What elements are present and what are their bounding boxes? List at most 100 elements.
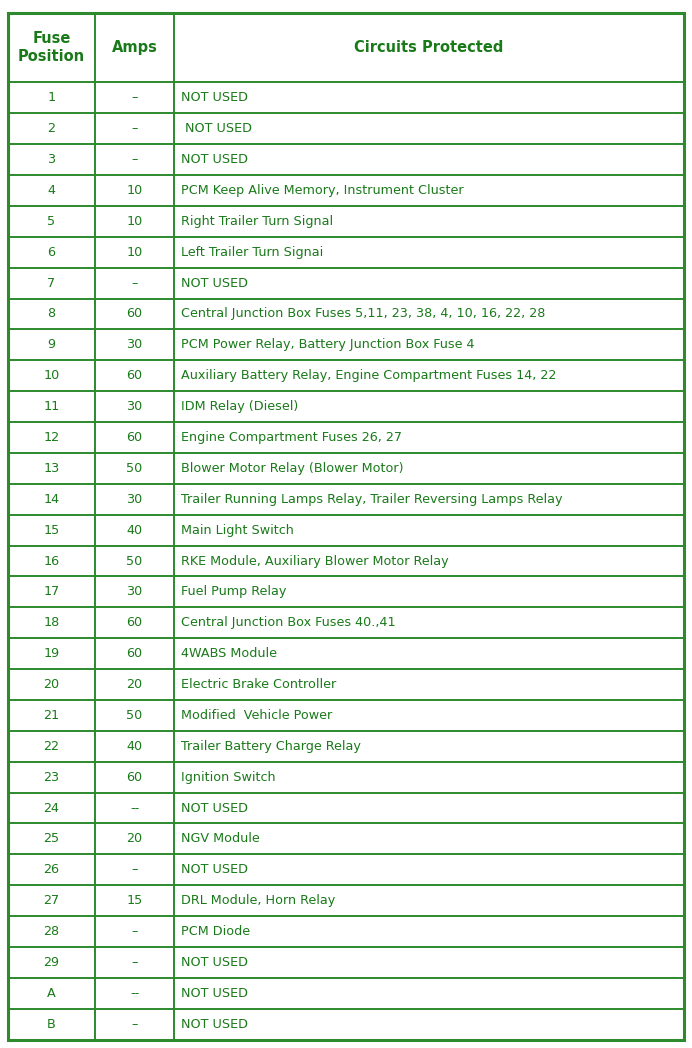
- Text: –: –: [131, 925, 138, 938]
- Text: Left Trailer Turn Signai: Left Trailer Turn Signai: [181, 245, 324, 259]
- Bar: [174, 576, 684, 608]
- Bar: [8, 854, 95, 886]
- Text: 60: 60: [127, 431, 143, 444]
- Bar: [95, 886, 174, 916]
- Text: NOT USED: NOT USED: [181, 864, 248, 876]
- Bar: [174, 484, 684, 515]
- Text: 10: 10: [127, 245, 143, 259]
- Bar: [174, 299, 684, 329]
- Text: 11: 11: [44, 400, 60, 413]
- Bar: [95, 576, 174, 608]
- Bar: [8, 762, 95, 792]
- Bar: [8, 546, 95, 576]
- Bar: [174, 824, 684, 854]
- Bar: [174, 608, 684, 638]
- Bar: [8, 361, 95, 391]
- Text: Electric Brake Controller: Electric Brake Controller: [181, 678, 336, 691]
- Text: 12: 12: [44, 431, 60, 444]
- Bar: [95, 237, 174, 267]
- Text: –: –: [131, 1018, 138, 1030]
- Bar: [8, 824, 95, 854]
- Bar: [174, 978, 684, 1009]
- Text: 27: 27: [44, 894, 60, 908]
- Text: PCM Diode: PCM Diode: [181, 925, 251, 938]
- Bar: [95, 700, 174, 730]
- Text: 60: 60: [127, 770, 143, 784]
- Text: 15: 15: [44, 524, 60, 537]
- Text: 10: 10: [127, 215, 143, 227]
- Bar: [8, 145, 95, 175]
- Bar: [95, 205, 174, 237]
- Bar: [95, 299, 174, 329]
- Bar: [95, 1009, 174, 1040]
- Bar: [95, 792, 174, 824]
- Bar: [8, 1009, 95, 1040]
- Bar: [95, 947, 174, 978]
- Text: –: –: [131, 123, 138, 135]
- Bar: [174, 237, 684, 267]
- Bar: [95, 730, 174, 762]
- Text: 24: 24: [44, 802, 60, 814]
- Bar: [174, 762, 684, 792]
- Text: PCM Keep Alive Memory, Instrument Cluster: PCM Keep Alive Memory, Instrument Cluste…: [181, 184, 464, 197]
- Text: 8: 8: [48, 307, 55, 321]
- Text: 13: 13: [44, 462, 60, 475]
- Bar: [95, 916, 174, 947]
- Text: 1: 1: [48, 91, 55, 105]
- Text: 30: 30: [127, 339, 143, 351]
- Bar: [174, 113, 684, 145]
- Bar: [174, 916, 684, 947]
- Text: Auxiliary Battery Relay, Engine Compartment Fuses 14, 22: Auxiliary Battery Relay, Engine Compartm…: [181, 369, 557, 383]
- Bar: [8, 792, 95, 824]
- Text: NOT USED: NOT USED: [181, 802, 248, 814]
- Bar: [8, 730, 95, 762]
- Bar: [174, 13, 684, 83]
- Text: 60: 60: [127, 648, 143, 660]
- Bar: [95, 267, 174, 299]
- Text: NGV Module: NGV Module: [181, 832, 260, 846]
- Bar: [95, 978, 174, 1009]
- Bar: [8, 608, 95, 638]
- Text: NOT USED: NOT USED: [181, 277, 248, 289]
- Text: 19: 19: [44, 648, 60, 660]
- Text: Circuits Protected: Circuits Protected: [354, 40, 504, 54]
- Bar: [8, 113, 95, 145]
- Text: 4: 4: [48, 184, 55, 197]
- Bar: [174, 145, 684, 175]
- Text: –: –: [131, 864, 138, 876]
- Bar: [95, 422, 174, 453]
- Text: 7: 7: [48, 277, 55, 289]
- Text: Main Light Switch: Main Light Switch: [181, 524, 294, 537]
- Bar: [95, 762, 174, 792]
- Bar: [174, 700, 684, 730]
- Text: Blower Motor Relay (Blower Motor): Blower Motor Relay (Blower Motor): [181, 462, 404, 475]
- Bar: [174, 175, 684, 205]
- Text: 20: 20: [44, 678, 60, 691]
- Text: A: A: [47, 987, 56, 1000]
- Text: 4WABS Module: 4WABS Module: [181, 648, 277, 660]
- Bar: [8, 669, 95, 700]
- Text: 20: 20: [127, 678, 143, 691]
- Text: 2: 2: [48, 123, 55, 135]
- Text: –: –: [131, 956, 138, 969]
- Bar: [174, 361, 684, 391]
- Text: Trailer Running Lamps Relay, Trailer Reversing Lamps Relay: Trailer Running Lamps Relay, Trailer Rev…: [181, 493, 563, 506]
- Bar: [8, 175, 95, 205]
- Bar: [95, 145, 174, 175]
- Bar: [8, 267, 95, 299]
- Text: IDM Relay (Diesel): IDM Relay (Diesel): [181, 400, 299, 413]
- Text: --: --: [130, 802, 139, 814]
- Text: 26: 26: [44, 864, 60, 876]
- Bar: [8, 916, 95, 947]
- Bar: [95, 83, 174, 113]
- Bar: [8, 299, 95, 329]
- Bar: [174, 515, 684, 546]
- Bar: [95, 546, 174, 576]
- Text: DRL Module, Horn Relay: DRL Module, Horn Relay: [181, 894, 336, 908]
- Bar: [95, 329, 174, 361]
- Bar: [8, 886, 95, 916]
- Bar: [174, 453, 684, 484]
- Text: NOT USED: NOT USED: [181, 1018, 248, 1030]
- Text: 50: 50: [127, 554, 143, 568]
- Text: Engine Compartment Fuses 26, 27: Engine Compartment Fuses 26, 27: [181, 431, 402, 444]
